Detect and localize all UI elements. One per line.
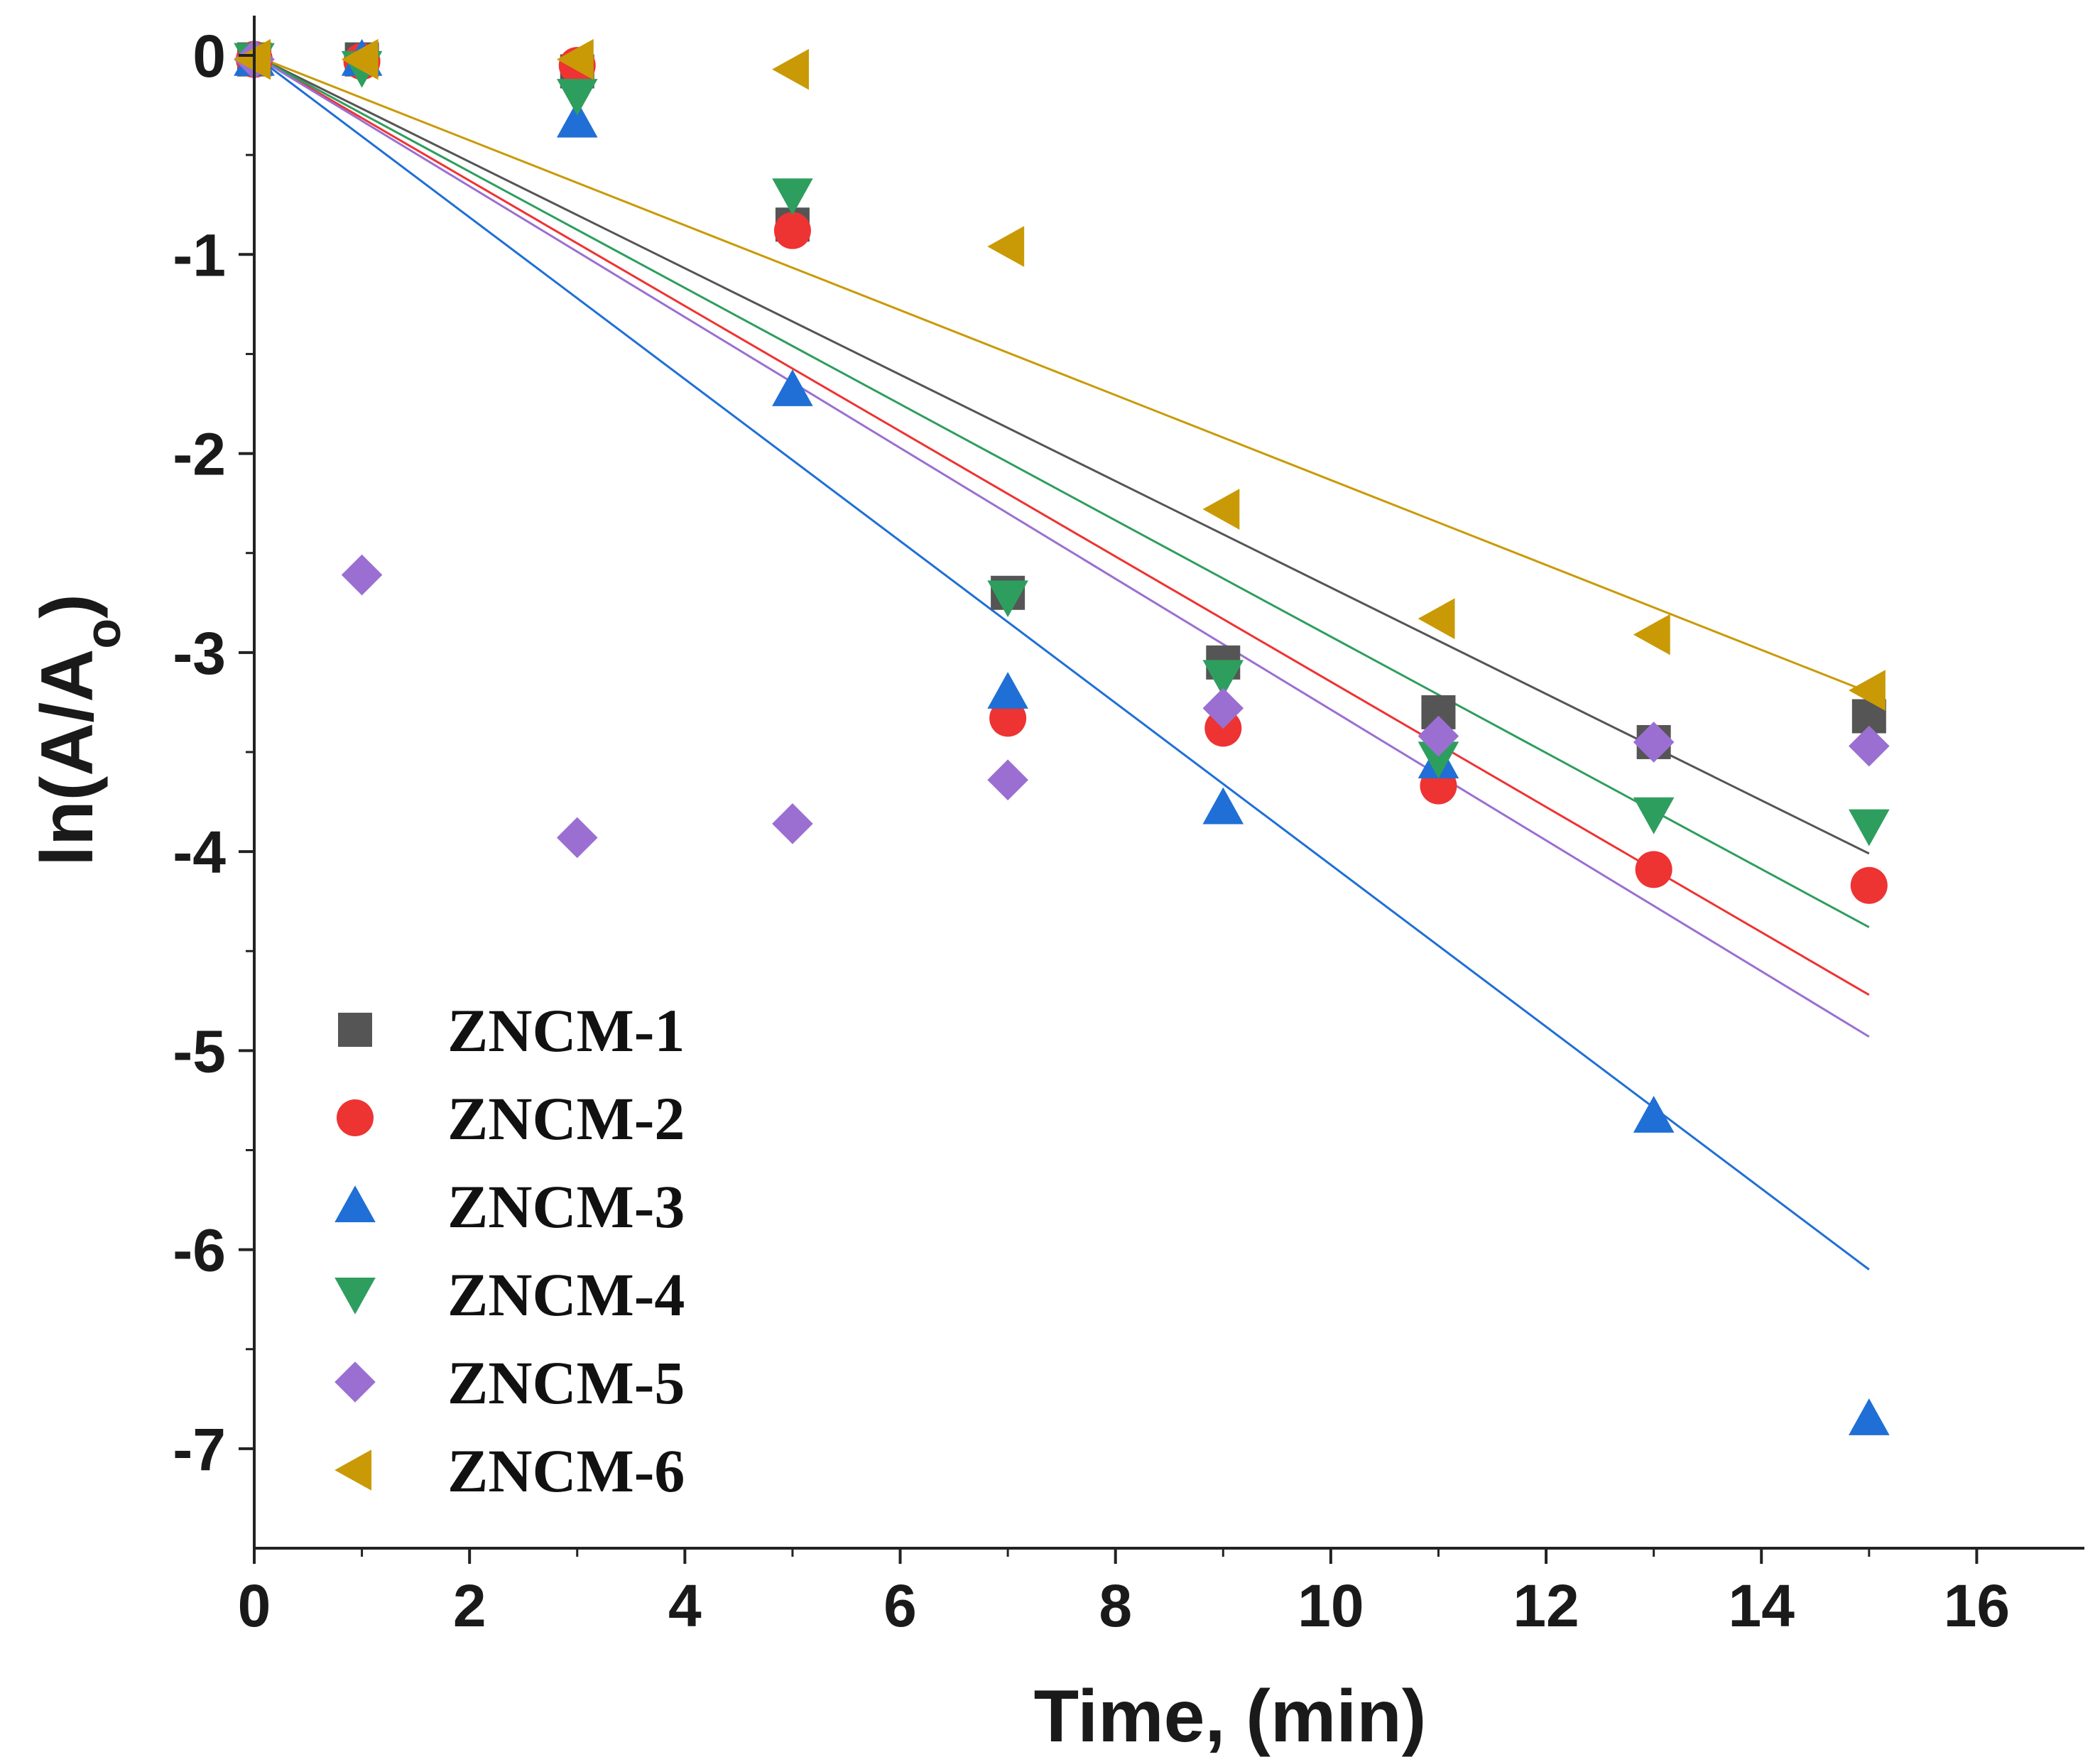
legend-marker: [334, 1449, 372, 1491]
y-axis-title-main: ln(A/A: [26, 649, 109, 866]
data-point: [1418, 598, 1455, 639]
data-point: [1850, 866, 1888, 904]
data-point: [556, 100, 598, 138]
fit-line-zncm-1: [254, 54, 1870, 855]
y-tick-label: -1: [173, 222, 226, 288]
y-tick-label: -6: [173, 1217, 226, 1284]
data-point: [1849, 1398, 1890, 1435]
data-point: [1633, 1096, 1675, 1133]
fit-line-zncm-6: [254, 54, 1870, 694]
data-point: [341, 554, 383, 596]
y-tick-label: -2: [173, 421, 226, 488]
legend-marker: [337, 1099, 374, 1136]
y-tick-label: -7: [173, 1416, 226, 1483]
data-point: [234, 38, 271, 80]
legend-label: ZNCM-6: [447, 1437, 685, 1505]
legend-label: ZNCM-2: [447, 1084, 685, 1153]
x-axis-title: Time, (min): [1034, 1675, 1427, 1757]
data-points: [234, 38, 1890, 1435]
data-point: [1202, 489, 1240, 530]
fit-lines: [254, 54, 1870, 1271]
fit-line-zncm-5: [254, 54, 1870, 1038]
x-tick-label: 12: [1513, 1572, 1579, 1639]
legend-item-zncm-5: ZNCM-5: [334, 1349, 685, 1417]
data-point: [1633, 614, 1670, 656]
legend-item-zncm-2: ZNCM-2: [337, 1084, 685, 1153]
data-point: [772, 48, 809, 90]
legend-item-zncm-3: ZNCM-3: [334, 1173, 685, 1241]
data-point: [773, 212, 811, 249]
data-point: [1849, 670, 1886, 711]
data-point: [987, 759, 1028, 800]
data-point: [1202, 660, 1244, 697]
legend-label: ZNCM-1: [447, 996, 685, 1065]
data-point: [1633, 797, 1675, 834]
data-point: [987, 226, 1025, 267]
y-axis-title: ln(A/Ao): [26, 594, 131, 866]
data-point: [556, 79, 598, 116]
fit-line-zncm-3: [254, 54, 1870, 1271]
legend-marker: [338, 1013, 372, 1047]
y-tick-label: -4: [173, 819, 226, 886]
ticks: 0 2 4 6 8 10 12 14 16 0 -1 -2 -3 -4 -5 -6 -7: [173, 23, 2010, 1639]
legend-label: ZNCM-5: [447, 1349, 685, 1417]
axes: [253, 16, 2084, 1550]
data-point: [341, 38, 379, 80]
series-zncm-5: [234, 38, 1890, 859]
x-tick-label: 0: [238, 1572, 271, 1639]
y-axis-title-end: ): [26, 594, 109, 619]
legend-item-zncm-1: ZNCM-1: [338, 996, 685, 1065]
x-tick-label: 16: [1944, 1572, 2010, 1639]
data-point: [1202, 687, 1244, 729]
x-tick-label: 4: [668, 1572, 702, 1639]
x-tick-label: 14: [1729, 1572, 1795, 1639]
legend-marker: [334, 1185, 376, 1223]
legend-marker: [334, 1361, 376, 1403]
y-tick-label: -5: [173, 1018, 226, 1084]
data-point: [1418, 741, 1459, 779]
x-tick-label: 10: [1297, 1572, 1364, 1639]
data-point: [989, 700, 1027, 737]
data-point: [772, 178, 813, 216]
data-point: [987, 672, 1028, 709]
legend-item-zncm-6: ZNCM-6: [334, 1437, 685, 1505]
data-point: [1633, 722, 1675, 763]
series-zncm-6: [234, 38, 1886, 711]
y-axis-title-subscript: o: [75, 619, 131, 649]
fit-line-zncm-4: [254, 54, 1870, 928]
y-tick-label: -3: [173, 620, 226, 687]
legend: ZNCM-1 ZNCM-2 ZNCM-3 ZNCM-4 ZNCM-5 ZNCM-6: [334, 996, 685, 1505]
fit-line-zncm-2: [254, 54, 1870, 996]
data-point: [987, 580, 1028, 618]
x-tick-label: 8: [1099, 1572, 1132, 1639]
data-point: [772, 369, 813, 406]
data-point: [1849, 725, 1890, 767]
data-point: [556, 817, 598, 859]
data-point: [1635, 851, 1672, 888]
data-point: [1849, 809, 1890, 847]
x-tick-label: 6: [883, 1572, 917, 1639]
data-point: [1418, 715, 1459, 757]
data-point: [1202, 787, 1244, 825]
legend-marker: [334, 1277, 376, 1315]
x-tick-label: 2: [453, 1572, 486, 1639]
data-point: [772, 803, 813, 844]
legend-label: ZNCM-3: [447, 1173, 685, 1241]
legend-label: ZNCM-4: [447, 1261, 685, 1329]
data-point: [556, 38, 594, 80]
y-tick-label: 0: [192, 23, 226, 89]
legend-item-zncm-4: ZNCM-4: [334, 1261, 685, 1329]
